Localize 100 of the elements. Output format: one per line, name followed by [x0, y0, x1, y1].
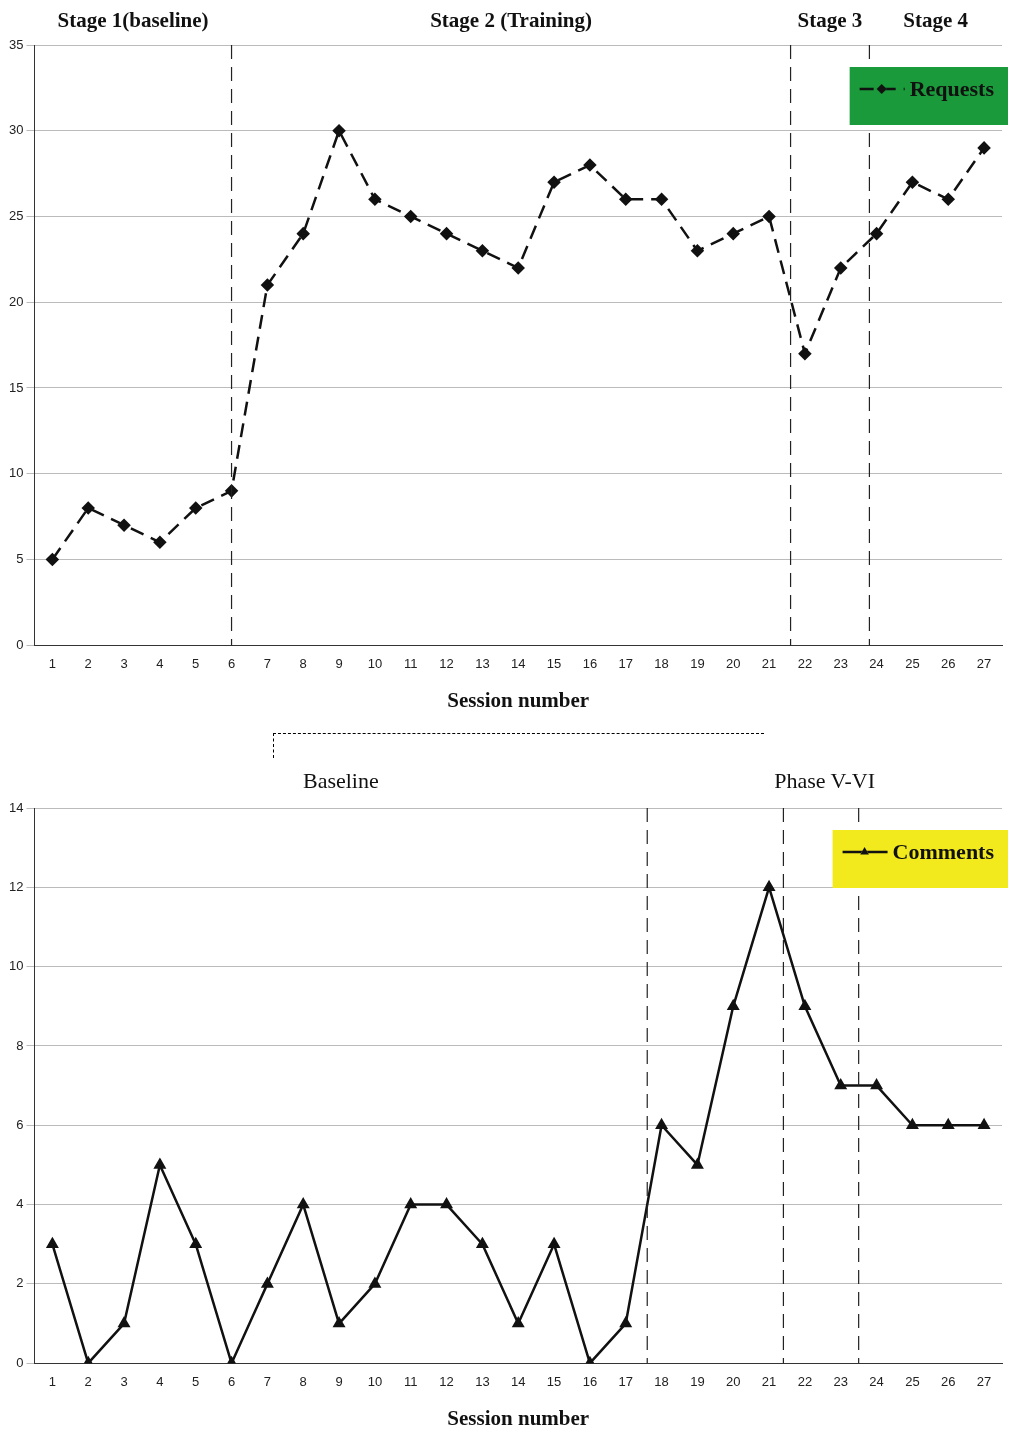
point — [871, 1079, 883, 1090]
point — [476, 1237, 488, 1248]
x-tick-label: 6 — [227, 655, 236, 671]
point — [46, 1237, 58, 1248]
point — [261, 1277, 273, 1288]
x-tick-label: 27 — [976, 1373, 992, 1389]
point — [691, 244, 704, 258]
y-tick-label: 14 — [8, 799, 24, 815]
x-tick-label: 6 — [227, 1373, 236, 1389]
point — [296, 227, 310, 240]
y-tick-label: 6 — [16, 1116, 24, 1132]
point — [405, 1198, 417, 1209]
x-tick-label: 15 — [546, 655, 562, 671]
point — [189, 501, 202, 515]
x-tick-label: 7 — [263, 655, 271, 671]
x-tick-label: 18 — [654, 1373, 669, 1389]
y-tick-label: 5 — [16, 551, 24, 567]
y-tick-label: 20 — [8, 293, 24, 309]
x-tick-label: 10 — [367, 1373, 383, 1389]
point — [368, 193, 382, 206]
point — [655, 193, 668, 206]
point — [154, 1158, 166, 1169]
x-tick-label: 1 — [48, 1373, 56, 1389]
x-tick-label: 2 — [84, 1373, 92, 1389]
point — [190, 1237, 202, 1248]
x-tick-label: 8 — [299, 1373, 307, 1389]
x-tick-label: 18 — [654, 655, 669, 671]
point — [691, 1158, 703, 1169]
point — [81, 501, 95, 515]
y-tick-label: 10 — [8, 465, 24, 481]
text: Baseline — [302, 768, 379, 793]
x-axis-title: Session number — [447, 687, 590, 712]
y-tick-label: 15 — [8, 379, 24, 395]
x-tick-label: 12 — [439, 655, 454, 671]
y-tick-label: 0 — [16, 636, 24, 652]
x-tick-label: 20 — [726, 655, 741, 671]
point — [762, 210, 776, 223]
x-tick-label: 25 — [905, 1373, 920, 1389]
x-tick-label: 22 — [797, 1373, 813, 1389]
point — [333, 1317, 345, 1328]
point — [583, 158, 597, 172]
point — [117, 518, 131, 532]
text: Stage 3 — [797, 8, 863, 32]
point — [619, 193, 632, 206]
x-tick-label: 4 — [156, 1373, 164, 1389]
x-tick-label: 13 — [475, 1373, 490, 1389]
point — [297, 1198, 309, 1209]
point — [620, 1317, 632, 1328]
x-tick-label: 20 — [726, 1373, 741, 1389]
point — [726, 227, 740, 240]
x-tick-label: 27 — [976, 655, 992, 671]
x-tick-label: 12 — [439, 1373, 454, 1389]
x-tick-label: 23 — [833, 655, 848, 671]
x-tick-label: 22 — [797, 655, 813, 671]
x-tick-label: 10 — [367, 655, 383, 671]
legend-label: Comments — [892, 839, 995, 864]
x-tick-label: 24 — [869, 655, 884, 671]
point — [404, 210, 417, 223]
x-tick-label: 5 — [192, 1373, 200, 1389]
y-tick-label: 4 — [16, 1196, 24, 1212]
point — [153, 536, 167, 549]
x-tick-label: 14 — [511, 1373, 526, 1389]
y-tick-label: 0 — [16, 1354, 24, 1370]
point — [942, 193, 955, 206]
text: Phase V-VI — [774, 768, 876, 793]
y-tick-label: 8 — [16, 1037, 24, 1053]
x-tick-label: 13 — [475, 655, 490, 671]
x-tick-label: 21 — [761, 1373, 777, 1389]
y-tick-label: 35 — [8, 36, 24, 52]
point — [369, 1277, 381, 1288]
x-tick-label: 11 — [403, 655, 418, 671]
text: Stage 1(baseline) — [57, 8, 209, 32]
point — [512, 1317, 524, 1328]
x-tick-label: 14 — [511, 655, 526, 671]
x-tick-label: 16 — [582, 1373, 598, 1389]
point — [548, 1237, 560, 1248]
y-tick-label: 2 — [16, 1275, 24, 1291]
point — [906, 175, 919, 189]
x-tick-label: 19 — [690, 1373, 705, 1389]
x-tick-label: 3 — [120, 655, 128, 671]
point — [834, 261, 847, 275]
x-tick-label: 24 — [869, 1373, 884, 1389]
x-tick-label: 9 — [335, 1373, 343, 1389]
x-tick-label: 15 — [546, 1373, 562, 1389]
y-tick-label: 10 — [8, 958, 24, 974]
point — [977, 141, 991, 155]
x-tick-label: 7 — [263, 1373, 271, 1389]
x-tick-label: 16 — [582, 655, 598, 671]
point — [440, 227, 453, 240]
text: Stage 4 — [903, 8, 969, 32]
x-tick-label: 3 — [120, 1373, 128, 1389]
point — [476, 244, 489, 258]
x-tick-label: 2 — [84, 655, 92, 671]
x-tick-label: 17 — [618, 655, 633, 671]
x-tick-label: 26 — [941, 1373, 956, 1389]
point — [440, 1198, 453, 1209]
y-tick-label: 30 — [8, 122, 24, 138]
point — [46, 553, 59, 566]
x-tick-label: 26 — [941, 655, 956, 671]
point — [511, 261, 525, 275]
